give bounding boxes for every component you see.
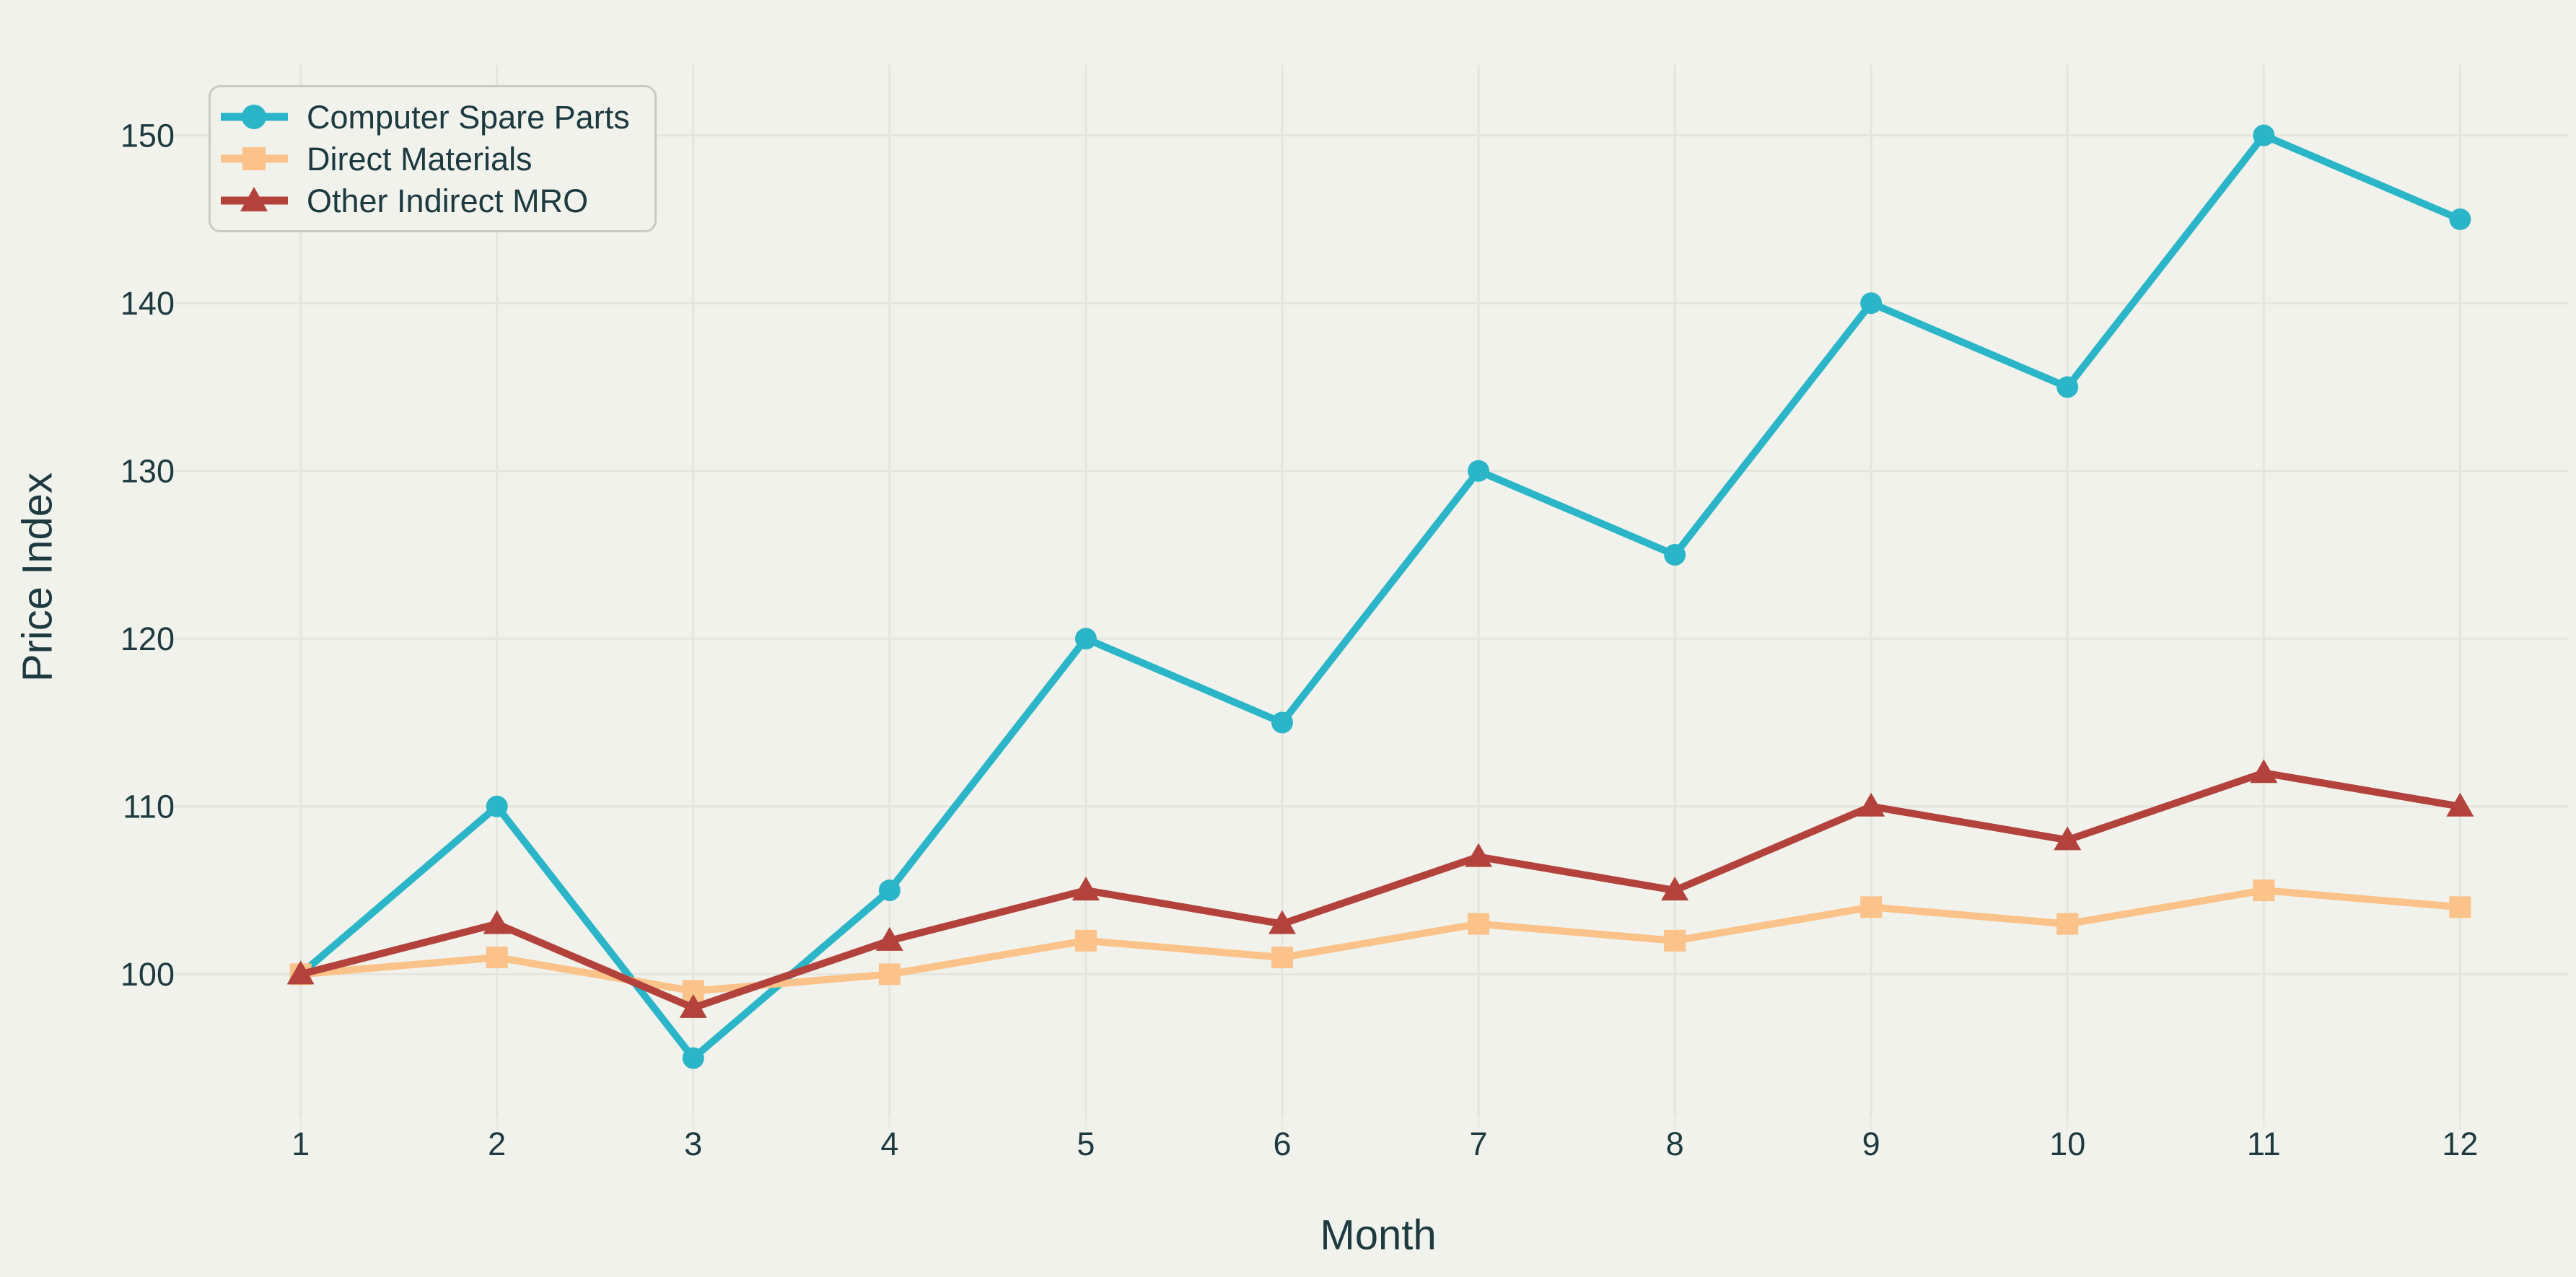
x-tick-label: 11: [2247, 1125, 2281, 1162]
y-tick-label: 140: [121, 285, 175, 322]
series-direct-materials: [289, 879, 2471, 1002]
legend: Computer Spare Parts Direct Materials Othe…: [209, 85, 657, 232]
y-tick-label: 130: [121, 452, 175, 489]
data-point: [1860, 896, 1883, 918]
x-tick-label: 8: [1666, 1125, 1684, 1162]
series-computer-spare-parts: [289, 124, 2471, 1069]
series-other-indirect-mro: [286, 759, 2474, 1018]
x-tick-label: 9: [1862, 1125, 1880, 1162]
x-tick-label: 5: [1077, 1125, 1095, 1162]
data-point: [2253, 124, 2275, 146]
data-point: [1072, 877, 1100, 901]
legend-marker-triangle-icon: [221, 187, 288, 211]
x-tick-label: 2: [488, 1125, 506, 1162]
data-point: [1271, 947, 1293, 969]
y-tick-labels: 100 110 120 130 140 150: [121, 117, 175, 993]
data-point: [679, 993, 707, 1018]
data-point: [1468, 913, 1490, 935]
series-line: [297, 131, 2464, 1062]
y-tick-label: 150: [121, 117, 175, 154]
series-line: [297, 887, 2464, 995]
x-tick-label: 4: [880, 1125, 898, 1162]
y-axis-label: Price Index: [14, 472, 61, 683]
data-point: [2056, 376, 2079, 398]
x-axis-label: Month: [1320, 1211, 1437, 1259]
x-tick-label: 7: [1470, 1125, 1488, 1162]
data-point: [2056, 913, 2079, 935]
legend-item-direct-materials: Direct Materials: [221, 138, 630, 180]
legend-marker-circle-icon: [221, 105, 288, 129]
x-tick-label: 1: [292, 1125, 310, 1162]
legend-label: Other Indirect MRO: [307, 182, 589, 219]
x-tick-label: 10: [2049, 1125, 2085, 1162]
legend-label: Computer Spare Parts: [307, 98, 630, 136]
data-point: [2449, 896, 2471, 918]
data-point: [875, 926, 903, 951]
data-point: [486, 947, 508, 969]
data-point: [1268, 910, 1296, 934]
data-point: [682, 1047, 704, 1069]
series-line: [297, 769, 2464, 1011]
x-tick-label: 6: [1273, 1125, 1291, 1162]
legend-item-computer-spare-parts: Computer Spare Parts: [221, 96, 630, 138]
data-point: [1271, 711, 1293, 734]
data-point: [878, 963, 901, 986]
data-point: [1074, 929, 1097, 952]
legend-item-other-indirect-mro: Other Indirect MRO: [221, 180, 630, 221]
data-point: [1465, 843, 1493, 867]
data-point: [483, 910, 511, 934]
data-point: [1661, 877, 1689, 901]
x-tick-label: 3: [684, 1125, 702, 1162]
data-point: [878, 879, 901, 902]
data-point: [2054, 826, 2082, 851]
data-point: [1857, 792, 1885, 817]
x-tick-labels: 1 2 3 4 5 6 7 8 9 10 11 12: [292, 1125, 2478, 1162]
data-point: [1074, 628, 1097, 650]
data-point: [2253, 879, 2275, 902]
data-point: [1664, 929, 1686, 952]
y-tick-label: 120: [121, 620, 175, 657]
data-point: [2449, 208, 2471, 230]
y-tick-label: 100: [121, 956, 175, 993]
y-tick-label: 110: [123, 789, 175, 825]
data-point: [1468, 460, 1490, 482]
data-point: [1664, 544, 1686, 566]
data-point: [2250, 759, 2278, 784]
data-point: [2446, 792, 2474, 817]
legend-label: Direct Materials: [307, 140, 533, 177]
data-point: [286, 960, 315, 985]
data-point: [486, 795, 508, 817]
data-point: [1860, 292, 1883, 315]
x-tick-label: 12: [2442, 1125, 2478, 1162]
legend-marker-square-icon: [221, 147, 288, 170]
